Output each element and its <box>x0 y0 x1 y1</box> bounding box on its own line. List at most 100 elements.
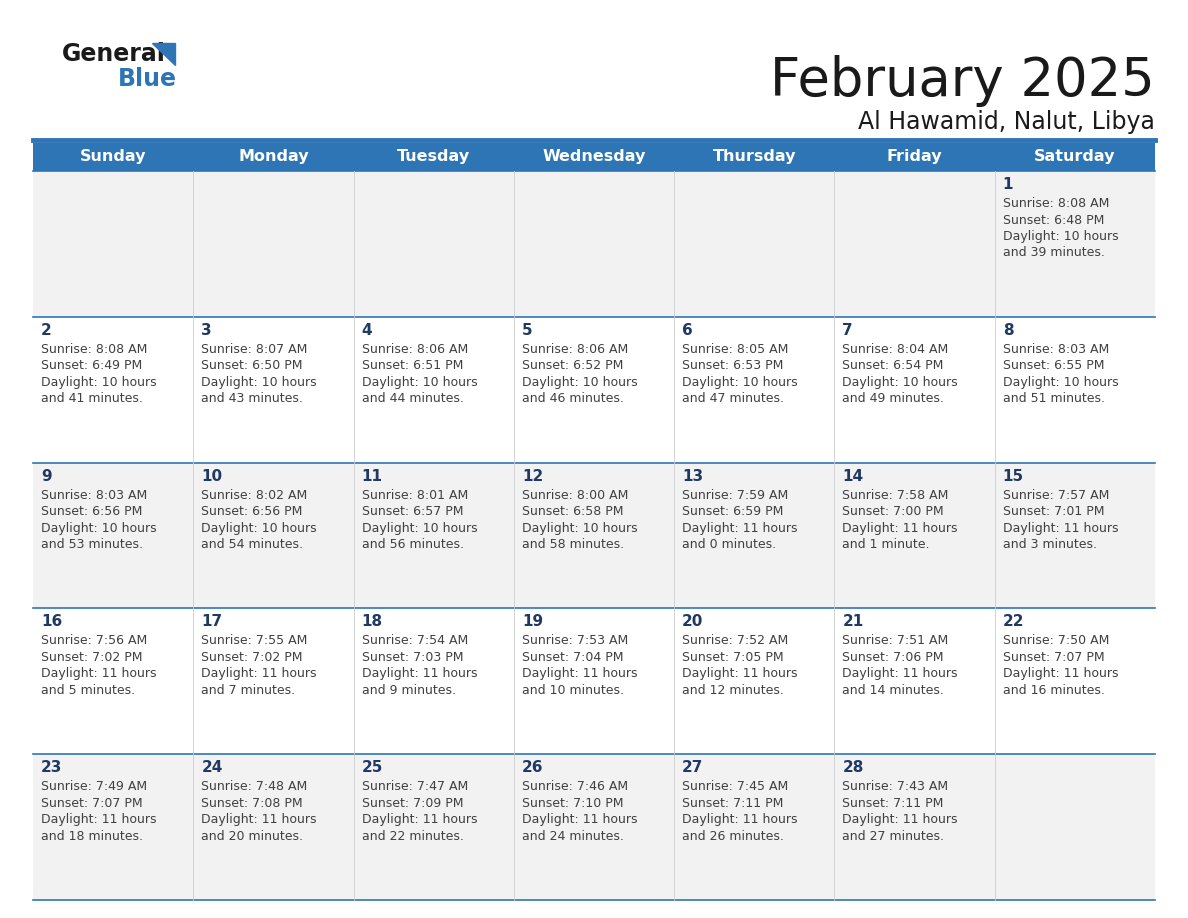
Text: Sunrise: 7:49 AM: Sunrise: 7:49 AM <box>42 780 147 793</box>
Text: Sunset: 7:05 PM: Sunset: 7:05 PM <box>682 651 784 664</box>
Text: 25: 25 <box>361 760 383 775</box>
Bar <box>33 463 194 609</box>
Bar <box>994 317 1155 463</box>
Text: 18: 18 <box>361 614 383 630</box>
Text: and 7 minutes.: and 7 minutes. <box>201 684 296 697</box>
Text: Sunset: 7:00 PM: Sunset: 7:00 PM <box>842 505 944 518</box>
Text: and 49 minutes.: and 49 minutes. <box>842 392 944 406</box>
Text: Sunset: 7:03 PM: Sunset: 7:03 PM <box>361 651 463 664</box>
Text: Sunrise: 8:04 AM: Sunrise: 8:04 AM <box>842 342 949 356</box>
Text: Sunrise: 8:05 AM: Sunrise: 8:05 AM <box>682 342 789 356</box>
Bar <box>33 755 194 900</box>
Text: Daylight: 10 hours: Daylight: 10 hours <box>522 521 638 534</box>
Text: 8: 8 <box>1003 323 1013 338</box>
Text: 24: 24 <box>201 760 222 775</box>
Text: Sunset: 6:56 PM: Sunset: 6:56 PM <box>201 505 303 518</box>
Bar <box>514 171 674 317</box>
Text: and 46 minutes.: and 46 minutes. <box>522 392 624 406</box>
Text: and 9 minutes.: and 9 minutes. <box>361 684 455 697</box>
Text: Daylight: 11 hours: Daylight: 11 hours <box>682 667 797 680</box>
Text: Sunset: 6:51 PM: Sunset: 6:51 PM <box>361 359 463 373</box>
Bar <box>834 463 994 609</box>
Text: Sunset: 6:48 PM: Sunset: 6:48 PM <box>1003 214 1104 227</box>
Text: 17: 17 <box>201 614 222 630</box>
Text: Sunrise: 7:53 AM: Sunrise: 7:53 AM <box>522 634 628 647</box>
Text: Sunrise: 8:02 AM: Sunrise: 8:02 AM <box>201 488 308 501</box>
Bar <box>194 143 354 171</box>
Text: Sunrise: 7:55 AM: Sunrise: 7:55 AM <box>201 634 308 647</box>
Text: Daylight: 11 hours: Daylight: 11 hours <box>842 813 958 826</box>
Text: and 20 minutes.: and 20 minutes. <box>201 830 303 843</box>
Text: Sunrise: 7:56 AM: Sunrise: 7:56 AM <box>42 634 147 647</box>
Bar <box>194 609 354 755</box>
Text: Daylight: 11 hours: Daylight: 11 hours <box>1003 521 1118 534</box>
Polygon shape <box>152 43 175 65</box>
Text: Sunrise: 8:03 AM: Sunrise: 8:03 AM <box>42 488 147 501</box>
Text: Daylight: 10 hours: Daylight: 10 hours <box>1003 230 1118 243</box>
Text: and 18 minutes.: and 18 minutes. <box>42 830 143 843</box>
Bar <box>33 171 194 317</box>
Bar <box>514 143 674 171</box>
Text: and 26 minutes.: and 26 minutes. <box>682 830 784 843</box>
Text: Daylight: 10 hours: Daylight: 10 hours <box>842 375 958 389</box>
Text: and 22 minutes.: and 22 minutes. <box>361 830 463 843</box>
Text: Sunset: 6:56 PM: Sunset: 6:56 PM <box>42 505 143 518</box>
Text: Sunset: 6:57 PM: Sunset: 6:57 PM <box>361 505 463 518</box>
Text: and 16 minutes.: and 16 minutes. <box>1003 684 1105 697</box>
Text: Sunset: 7:07 PM: Sunset: 7:07 PM <box>42 797 143 810</box>
Text: Daylight: 11 hours: Daylight: 11 hours <box>682 813 797 826</box>
Bar <box>674 171 834 317</box>
Text: Sunrise: 8:08 AM: Sunrise: 8:08 AM <box>1003 197 1110 210</box>
Text: Sunrise: 7:58 AM: Sunrise: 7:58 AM <box>842 488 949 501</box>
Bar <box>194 317 354 463</box>
Text: Sunset: 7:08 PM: Sunset: 7:08 PM <box>201 797 303 810</box>
Text: 14: 14 <box>842 468 864 484</box>
Bar <box>514 463 674 609</box>
Bar <box>194 755 354 900</box>
Text: and 44 minutes.: and 44 minutes. <box>361 392 463 406</box>
Bar <box>674 143 834 171</box>
Text: Sunrise: 7:48 AM: Sunrise: 7:48 AM <box>201 780 308 793</box>
Text: Sunset: 7:01 PM: Sunset: 7:01 PM <box>1003 505 1104 518</box>
Text: Daylight: 11 hours: Daylight: 11 hours <box>201 667 317 680</box>
Text: Sunset: 6:52 PM: Sunset: 6:52 PM <box>522 359 624 373</box>
Text: Daylight: 10 hours: Daylight: 10 hours <box>361 521 478 534</box>
Text: Sunset: 7:04 PM: Sunset: 7:04 PM <box>522 651 624 664</box>
Text: 13: 13 <box>682 468 703 484</box>
Text: 12: 12 <box>522 468 543 484</box>
Bar <box>514 755 674 900</box>
Text: Daylight: 11 hours: Daylight: 11 hours <box>361 667 478 680</box>
Text: Daylight: 10 hours: Daylight: 10 hours <box>42 521 157 534</box>
Bar <box>514 609 674 755</box>
Text: Friday: Friday <box>886 150 942 164</box>
Text: 1: 1 <box>1003 177 1013 192</box>
Text: Sunrise: 8:08 AM: Sunrise: 8:08 AM <box>42 342 147 356</box>
Bar <box>994 609 1155 755</box>
Text: Sunrise: 8:06 AM: Sunrise: 8:06 AM <box>522 342 628 356</box>
Text: 5: 5 <box>522 323 532 338</box>
Text: 21: 21 <box>842 614 864 630</box>
Text: and 47 minutes.: and 47 minutes. <box>682 392 784 406</box>
Text: February 2025: February 2025 <box>770 55 1155 107</box>
Text: Blue: Blue <box>118 67 177 91</box>
Text: Sunset: 6:53 PM: Sunset: 6:53 PM <box>682 359 784 373</box>
Text: and 0 minutes.: and 0 minutes. <box>682 538 776 551</box>
Text: Sunset: 7:07 PM: Sunset: 7:07 PM <box>1003 651 1105 664</box>
Bar <box>674 463 834 609</box>
Text: Daylight: 10 hours: Daylight: 10 hours <box>522 375 638 389</box>
Text: 26: 26 <box>522 760 543 775</box>
Text: Sunset: 7:06 PM: Sunset: 7:06 PM <box>842 651 944 664</box>
Text: Daylight: 11 hours: Daylight: 11 hours <box>361 813 478 826</box>
Bar <box>33 317 194 463</box>
Text: 15: 15 <box>1003 468 1024 484</box>
Text: 19: 19 <box>522 614 543 630</box>
Text: Sunrise: 7:43 AM: Sunrise: 7:43 AM <box>842 780 948 793</box>
Bar <box>33 143 194 171</box>
Text: Sunset: 6:49 PM: Sunset: 6:49 PM <box>42 359 143 373</box>
Text: Daylight: 11 hours: Daylight: 11 hours <box>42 667 157 680</box>
Text: 16: 16 <box>42 614 62 630</box>
Bar <box>674 317 834 463</box>
Text: Sunrise: 7:46 AM: Sunrise: 7:46 AM <box>522 780 628 793</box>
Bar <box>834 171 994 317</box>
Text: Sunrise: 8:01 AM: Sunrise: 8:01 AM <box>361 488 468 501</box>
